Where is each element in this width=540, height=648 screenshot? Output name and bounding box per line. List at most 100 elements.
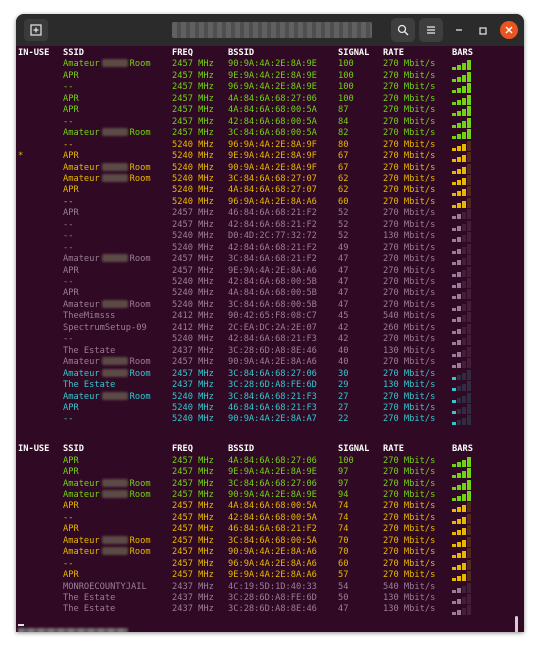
signal-bar: [457, 610, 461, 616]
bssid-cell: 90:42:65:F8:08:C7: [228, 311, 317, 322]
rate-cell: 270 Mbit/s: [383, 357, 436, 368]
signal-cell: 57: [338, 570, 349, 581]
bssid-cell: 9E:9A:4A:2E:8A:A6: [228, 570, 317, 581]
signal-bar: [467, 513, 471, 524]
signal-bars-icon: [452, 174, 476, 185]
signal-bars-icon: [452, 346, 476, 357]
bssid-cell: 96:9A:4A:2E:8A:A6: [228, 558, 317, 569]
signal-bar: [467, 186, 471, 197]
ssid-text: APR: [63, 185, 79, 196]
signal-bar: [452, 566, 456, 570]
ssid-suffix: Room: [129, 173, 151, 184]
ssid-cell: Amateur Room: [63, 299, 151, 311]
network-row: APR 2457 MHz 9E:9A:4A:2E:8A:A6 57 270 Mbit/s: [16, 570, 524, 582]
freq-cell: 2457 MHz: [172, 489, 214, 500]
rate-cell: 130 Mbit/s: [383, 345, 436, 356]
freq-cell: 2457 MHz: [172, 93, 214, 104]
network-row: SpectrumSetup-09 2412 MHz 2C:EA:DC:2A:2E:0…: [16, 323, 524, 334]
signal-bar: [462, 585, 466, 593]
network-row: Amateur Room 5240 MHz 90:9A:4A:2E:8A:9F 67 27…: [16, 162, 524, 174]
network-row: Amateur Room 2457 MHz 90:9A:4A:2E:8A:9E 94 27…: [16, 489, 524, 501]
bssid-cell: 90:9A:4A:2E:8A:9E: [228, 59, 317, 70]
ssid-text: APR: [63, 265, 79, 276]
rate-cell: 130 Mbit/s: [383, 380, 436, 391]
signal-bar: [462, 326, 466, 334]
signal-cell: 47: [338, 254, 349, 265]
freq-cell: 2437 MHz: [172, 380, 214, 391]
signal-bar: [452, 509, 456, 513]
ssid-text: --: [63, 139, 74, 150]
bssid-cell: 90:9A:4A:2E:8A:9E: [228, 489, 317, 500]
rate-cell: 270 Mbit/s: [383, 402, 436, 413]
network-row: -- 2457 MHz 96:9A:4A:2E:8A:A6 60 270 Mbit/s: [16, 559, 524, 570]
signal-bar: [457, 351, 461, 357]
bssid-cell: 9E:9A:4A:2E:8A:A6: [228, 265, 317, 276]
terminal-output[interactable]: IN-USE SSID FREQ BSSID SIGNAL RATE BARS …: [16, 46, 524, 632]
signal-bar: [452, 159, 456, 163]
ssid-cell: --: [63, 277, 73, 288]
signal-bar: [467, 266, 471, 277]
ssid-cell: SpectrumSetup-09: [63, 323, 147, 334]
freq-cell: 2437 MHz: [172, 593, 214, 604]
signal-cell: 47: [338, 277, 349, 287]
signal-bar: [457, 386, 461, 392]
signal-bar: [457, 283, 461, 288]
rate-cell: 270 Mbit/s: [383, 299, 436, 310]
close-button[interactable]: [500, 21, 518, 39]
ssid-cell: MONROECOUNTYJAIL: [63, 582, 147, 593]
network-row: APR 2457 MHz 9E:9A:4A:2E:8A:9E 100 270 Mbit/…: [16, 71, 524, 82]
signal-bar: [462, 109, 466, 117]
menu-button[interactable]: [419, 18, 443, 42]
ssid-cell: The Estate: [63, 604, 115, 615]
signal-bar: [457, 271, 461, 277]
ssid-redaction: [101, 535, 128, 544]
rate-cell: 270 Mbit/s: [383, 558, 436, 569]
signal-bar: [452, 113, 456, 117]
signal-bar: [452, 475, 456, 479]
signal-bar: [462, 315, 466, 323]
bssid-cell: 90:9A:4A:2E:8A:A6: [228, 547, 317, 558]
freq-cell: 2412 MHz: [172, 311, 214, 322]
signal-bar: [452, 497, 456, 501]
signal-bars-icon: [452, 140, 476, 151]
bssid-cell: 4A:84:6A:68:27:06: [228, 455, 317, 466]
signal-bar: [452, 101, 456, 105]
signal-bar: [467, 220, 471, 231]
signal-cell: 40: [338, 345, 349, 356]
ssid-cell: --: [63, 220, 73, 231]
ssid-cell: Amateur Room: [63, 254, 151, 265]
signal-cell: 100: [338, 59, 354, 70]
signal-bar: [467, 106, 471, 117]
ssid-text: Amateur: [63, 357, 100, 368]
ssid-text: APR: [63, 151, 79, 162]
signal-cell: 49: [338, 242, 349, 253]
scrollbar-thumb[interactable]: [515, 616, 518, 632]
signal-cell: 62: [338, 173, 349, 184]
signal-bar: [467, 358, 471, 369]
signal-bar: [462, 372, 466, 380]
minimize-button[interactable]: [452, 23, 466, 37]
bssid-cell: 46:84:6A:68:21:F3: [228, 402, 317, 413]
signal-bar: [467, 278, 471, 288]
signal-bar: [467, 415, 471, 426]
signal-bar: [462, 223, 466, 231]
signal-bars-icon: [452, 232, 476, 243]
network-row: Amateur Room 5240 MHz 3C:84:6A:68:21:F3 27 27…: [16, 391, 524, 403]
signal-cell: 74: [338, 512, 349, 523]
network-row: Amateur Room 2457 MHz 3C:84:6A:68:27:06 97 27…: [16, 478, 524, 490]
freq-cell: 2457 MHz: [172, 70, 214, 81]
bssid-cell: 42:84:6A:68:00:5A: [228, 512, 317, 523]
network-row: Amateur Room 2457 MHz 3C:84:6A:68:21:F2 47 27…: [16, 254, 524, 266]
signal-bars-icon: [452, 594, 476, 605]
rate-cell: 270 Mbit/s: [383, 570, 436, 581]
ssid-text: APR: [63, 402, 79, 413]
signal-bar: [467, 117, 471, 128]
search-button[interactable]: [391, 18, 415, 42]
ssid-suffix: Room: [129, 357, 151, 368]
freq-cell: 2457 MHz: [172, 208, 214, 219]
signal-bar: [452, 239, 456, 243]
new-tab-button[interactable]: [24, 19, 48, 41]
signal-bar: [462, 74, 466, 82]
freq-cell: 5240 MHz: [172, 151, 214, 162]
maximize-button[interactable]: [476, 23, 490, 37]
